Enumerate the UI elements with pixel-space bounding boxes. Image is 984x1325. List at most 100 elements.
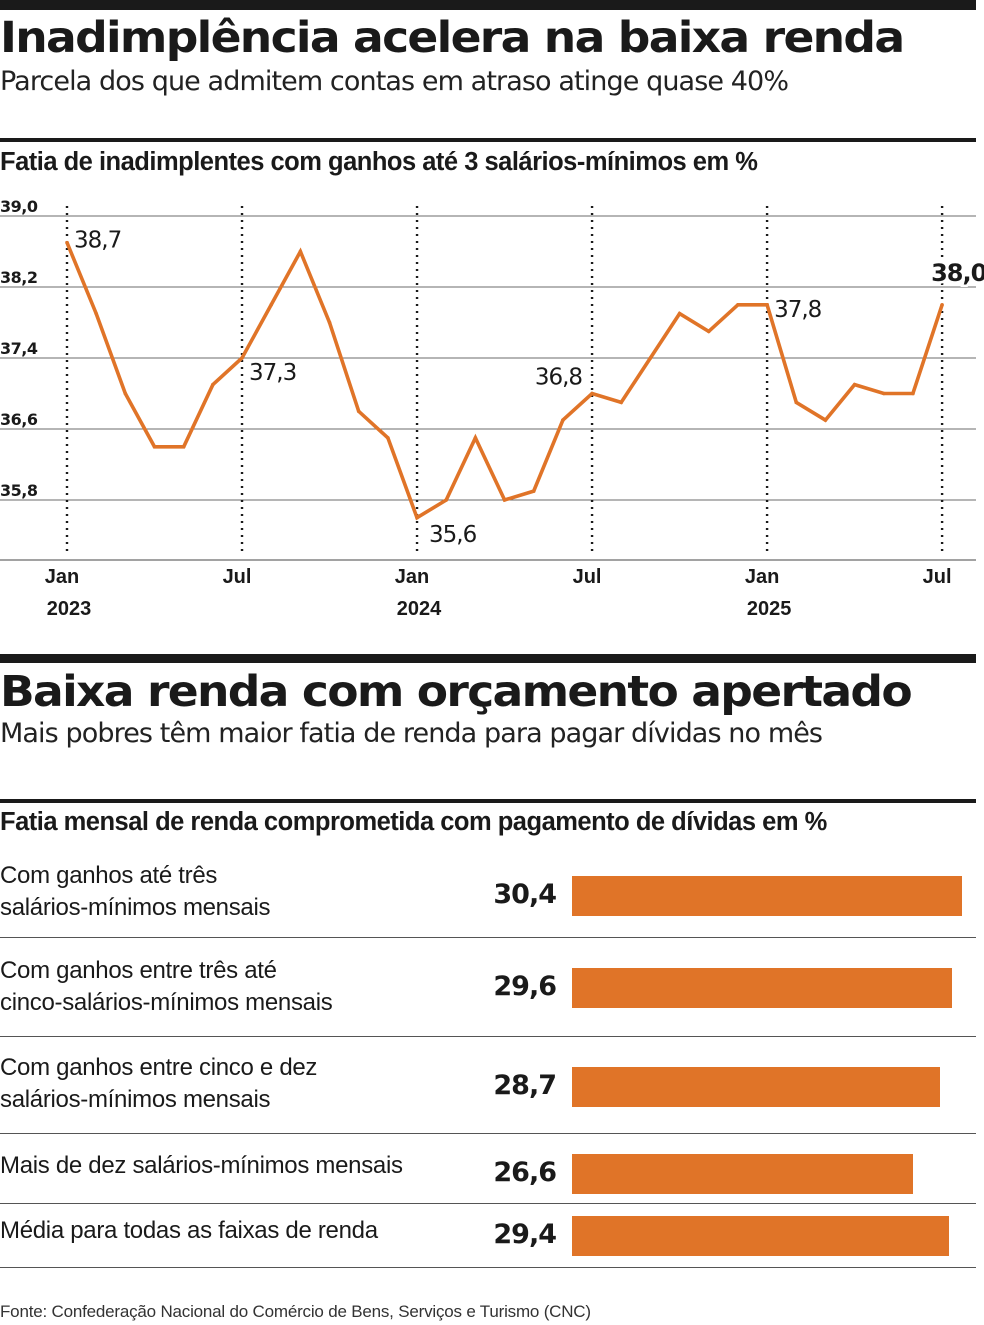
- bar-row: Média para todas as faixas de renda 29,4: [0, 1204, 976, 1268]
- bar-value-label: 29,6: [493, 971, 557, 1002]
- bar: [572, 876, 962, 916]
- bar-category-line: cinco-salários-mínimos mensais: [0, 989, 333, 1016]
- data-label: 38,7: [74, 228, 121, 254]
- bar: [572, 968, 952, 1008]
- x-tick-year: 2023: [47, 598, 92, 620]
- data-point: [736, 302, 740, 307]
- x-tick-year: 2025: [747, 598, 792, 620]
- line-chart-series: [65, 240, 944, 521]
- bar: [572, 1154, 914, 1194]
- y-tick-label: 38,2: [0, 268, 37, 287]
- bar-chart-top-rule: [0, 654, 976, 663]
- data-point: [648, 356, 653, 360]
- series-line: [65, 241, 944, 521]
- bar-row-separator: [0, 1036, 976, 1037]
- data-point: [940, 302, 944, 307]
- line-chart-section-rule: [0, 138, 976, 142]
- data-point: [823, 418, 828, 422]
- bar-chart-headline: Baixa renda com orçamento apertado: [0, 667, 913, 717]
- bar-category-line: Com ganhos entre cinco e dez: [0, 1054, 318, 1081]
- data-point: [386, 436, 390, 440]
- data-point: [852, 382, 857, 387]
- data-point: [94, 311, 98, 316]
- x-tick-year: 2024: [397, 598, 442, 620]
- bar-category-label: Média para todas as faixas de renda: [0, 1215, 470, 1247]
- bar-category-label: Com ganhos até três salários-mínimos mens…: [0, 860, 470, 924]
- y-tick-label: 37,4: [0, 339, 38, 358]
- data-point: [298, 249, 303, 254]
- data-point: [619, 400, 624, 405]
- bar-category-line: salários-mínimos mensais: [0, 894, 271, 921]
- x-tick-month: Jan: [745, 566, 779, 588]
- bar-value-label: 26,6: [493, 1157, 557, 1188]
- line-chart-y-ticks: 39,0 38,2 37,4 36,6 35,8: [0, 197, 38, 500]
- data-label: 37,3: [249, 360, 296, 386]
- bar-category-label: Com ganhos entre três até cinco-salários-…: [0, 955, 470, 1019]
- bar-category-label: Com ganhos entre cinco e dez salários-mín…: [0, 1052, 470, 1116]
- bar-row: Mais de dez salários-mínimos mensais 26,6: [0, 1134, 976, 1204]
- bar-category-label: Mais de dez salários-mínimos mensais: [0, 1150, 470, 1182]
- line-chart-data-labels: 38,7 37,3 35,6 36,8 37,8 38,0: [72, 225, 984, 550]
- data-point: [327, 320, 332, 325]
- bar-row-separator: [0, 1267, 976, 1268]
- bar-row-separator: [0, 937, 976, 938]
- y-tick-label: 39,0: [0, 197, 38, 216]
- data-point: [444, 498, 449, 502]
- data-point: [590, 391, 594, 396]
- data-label: 37,8: [774, 297, 822, 323]
- bar-category-line: Média para todas as faixas de renda: [0, 1217, 378, 1244]
- data-point: [181, 444, 186, 449]
- data-label: 35,6: [429, 522, 477, 548]
- data-point: [211, 382, 215, 387]
- x-tick-month: Jul: [923, 566, 952, 588]
- data-point: [415, 515, 419, 520]
- data-point: [269, 302, 273, 307]
- data-point: [706, 329, 711, 334]
- line-chart-x-ticks: Jan 2023 Jul Jan 2024 Jul Jan 2025 Jul: [45, 566, 952, 620]
- y-tick-label: 36,6: [0, 410, 38, 429]
- data-label: 36,8: [535, 365, 583, 391]
- x-tick-month: Jul: [223, 566, 252, 588]
- data-point: [911, 391, 915, 396]
- bar-chart-section-rule: [0, 799, 976, 803]
- data-point: [65, 240, 69, 245]
- line-chart: 39,0 38,2 37,4 36,6 35,8 Jan 2023 Jul Jan 2024 Ju…: [0, 197, 984, 620]
- line-chart-headline: Inadimplência acelera na baixa renda: [0, 13, 905, 63]
- bar-category-line: Mais de dez salários-mínimos mensais: [0, 1152, 403, 1179]
- source-note: Fonte: Confederação Nacional do Comércio…: [0, 1302, 591, 1321]
- data-point: [502, 498, 507, 502]
- data-point: [152, 444, 157, 449]
- bar-chart-subtitle: Mais pobres têm maior fatia de renda par…: [0, 718, 823, 749]
- x-tick-month: Jul: [573, 566, 602, 588]
- data-point: [677, 311, 682, 316]
- bar-row: Com ganhos até três salários-mínimos mens…: [0, 858, 976, 938]
- bar-row-separator: [0, 1203, 976, 1204]
- bar: [572, 1067, 941, 1107]
- bar-value-label: 28,7: [493, 1070, 557, 1101]
- bar: [572, 1216, 950, 1256]
- bar-row-separator: [0, 1133, 976, 1134]
- bar-value-label: 30,4: [493, 879, 557, 910]
- line-chart-subtitle: Parcela dos que admitem contas em atraso…: [0, 66, 789, 97]
- bar-category-line: Com ganhos entre três até: [0, 957, 277, 984]
- bar-row: Com ganhos entre cinco e dez salários-mín…: [0, 1037, 976, 1134]
- data-point: [561, 418, 565, 422]
- y-tick-label: 35,8: [0, 481, 38, 500]
- data-point: [473, 436, 478, 440]
- line-chart-gridlines: [0, 215, 976, 561]
- bar-row: Com ganhos entre três até cinco-salários-…: [0, 938, 976, 1037]
- line-chart-section-title: Fatia de inadimplentes com ganhos até 3 …: [0, 148, 758, 176]
- x-tick-month: Jan: [395, 566, 429, 588]
- data-point: [881, 391, 886, 396]
- data-point: [531, 489, 536, 493]
- data-point: [123, 391, 128, 396]
- data-point: [240, 356, 244, 360]
- bar-category-line: salários-mínimos mensais: [0, 1086, 271, 1113]
- bar-category-line: Com ganhos até três: [0, 862, 218, 889]
- data-point: [794, 400, 799, 405]
- bar-value-label: 29,4: [493, 1219, 557, 1250]
- bar-chart-section-title: Fatia mensal de renda comprometida com p…: [0, 808, 827, 836]
- data-point: [356, 409, 361, 414]
- top-rule: [0, 0, 976, 10]
- line-chart-month-markers: [65, 206, 944, 552]
